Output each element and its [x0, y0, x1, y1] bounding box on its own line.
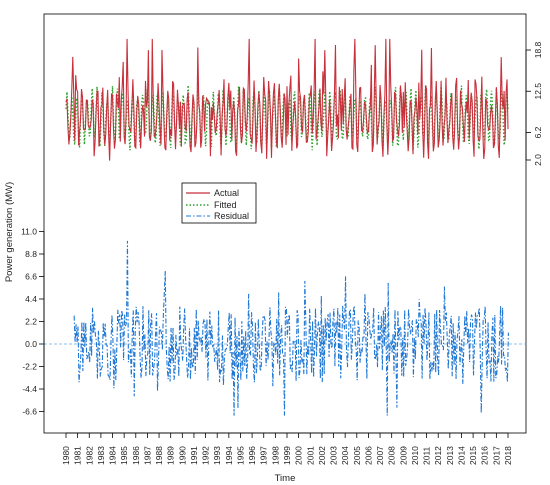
x-axis-tick-label: 1994: [224, 446, 234, 465]
right-axis-tick-label: 18.8: [533, 41, 543, 58]
fitted-series-line: [65, 84, 509, 151]
right-axis-tick-label: 12.5: [533, 83, 543, 100]
x-axis-tick-label: 2010: [410, 446, 420, 465]
left-y-axis: -6.6 -4.4 -2.2 0.0 2.2 4.4 6.6 8.8 11.0: [21, 227, 45, 417]
left-axis-tick-label: 8.8: [25, 249, 37, 259]
right-y-axis: 2.0 6.2 12.5 18.8: [525, 41, 543, 166]
x-axis-tick-label: 1984: [108, 446, 118, 465]
right-axis-tick-label: 6.2: [533, 126, 543, 138]
legend-label-fitted: Fitted: [214, 200, 237, 210]
x-axis-tick-label: 1991: [189, 446, 199, 465]
left-axis-tick-label: 4.4: [25, 294, 37, 304]
lower-panel: [44, 240, 526, 416]
left-axis-tick-label: 6.6: [25, 272, 37, 282]
x-axis-tick-label: 2016: [480, 446, 490, 465]
x-axis-tick-label: 1987: [142, 446, 152, 465]
legend: Actual Fitted Residual: [181, 182, 257, 224]
x-axis-tick-label: 2009: [398, 446, 408, 465]
x-axis-tick-label: 2004: [340, 446, 350, 465]
x-axis-tick-label: 1989: [166, 446, 176, 465]
x-axis-tick-label: 1997: [259, 446, 269, 465]
x-axis-tick-label: 2011: [422, 446, 432, 465]
left-axis-tick-label: -4.4: [22, 384, 37, 394]
x-axis-tick-label: 2002: [317, 446, 327, 465]
x-axis-tick-label: 2017: [491, 446, 501, 465]
residual-series-line: [73, 240, 509, 416]
x-axis-tick-label: 1980: [61, 446, 71, 465]
x-axis-tick-label: 1993: [212, 446, 222, 465]
legend-label-residual: Residual: [214, 211, 249, 221]
x-axis-tick-label: 2012: [433, 446, 443, 465]
x-axis-tick-label: 1996: [247, 446, 257, 465]
x-axis-tick-label: 1981: [73, 446, 83, 465]
x-axis-tick-label: 1985: [119, 446, 129, 465]
x-axis-tick-label: 1986: [131, 446, 141, 465]
x-axis-tick-label: 1983: [96, 446, 106, 465]
x-axis-tick-label: 2014: [456, 446, 466, 465]
y-axis-title: Power generation (MW): [4, 182, 15, 282]
x-axis-tick-label: 2001: [305, 446, 315, 465]
x-axis-tick-label: 2003: [329, 446, 339, 465]
left-axis-tick-label: -2.2: [22, 362, 37, 372]
legend-label-actual: Actual: [214, 188, 239, 198]
x-axis-tick-label: 2000: [294, 446, 304, 465]
actual-series-line: [65, 38, 509, 161]
x-axis-tick-label: 2013: [445, 446, 455, 465]
left-axis-tick-label: 11.0: [21, 227, 37, 237]
x-axis-tick-label: 1982: [84, 446, 94, 465]
x-axis-tick-label: 1992: [201, 446, 211, 465]
left-axis-tick-label: 0.0: [25, 339, 37, 349]
upper-panel: [65, 38, 509, 161]
x-axis-tick-label: 2007: [375, 446, 385, 465]
x-axis-tick-label: 2005: [352, 446, 362, 465]
x-axis: 1980 1981 1982 1983 1984 1985 1986 1987 1988 1989…: [61, 432, 513, 465]
x-axis-tick-label: 2006: [363, 446, 373, 465]
x-axis-tick-label: 1995: [235, 446, 245, 465]
left-axis-tick-label: -6.6: [22, 407, 37, 417]
x-axis-title: Time: [275, 473, 296, 484]
x-axis-tick-label: 1988: [154, 446, 164, 465]
x-axis-tick-label: 1999: [282, 446, 292, 465]
x-axis-tick-label: 2008: [387, 446, 397, 465]
left-axis-tick-label: 2.2: [25, 317, 37, 327]
x-axis-tick-label: 2015: [468, 446, 478, 465]
x-axis-tick-label: 1990: [177, 446, 187, 465]
right-axis-tick-label: 2.0: [533, 154, 543, 166]
x-axis-tick-label: 2018: [503, 446, 513, 465]
x-axis-tick-label: 1998: [270, 446, 280, 465]
